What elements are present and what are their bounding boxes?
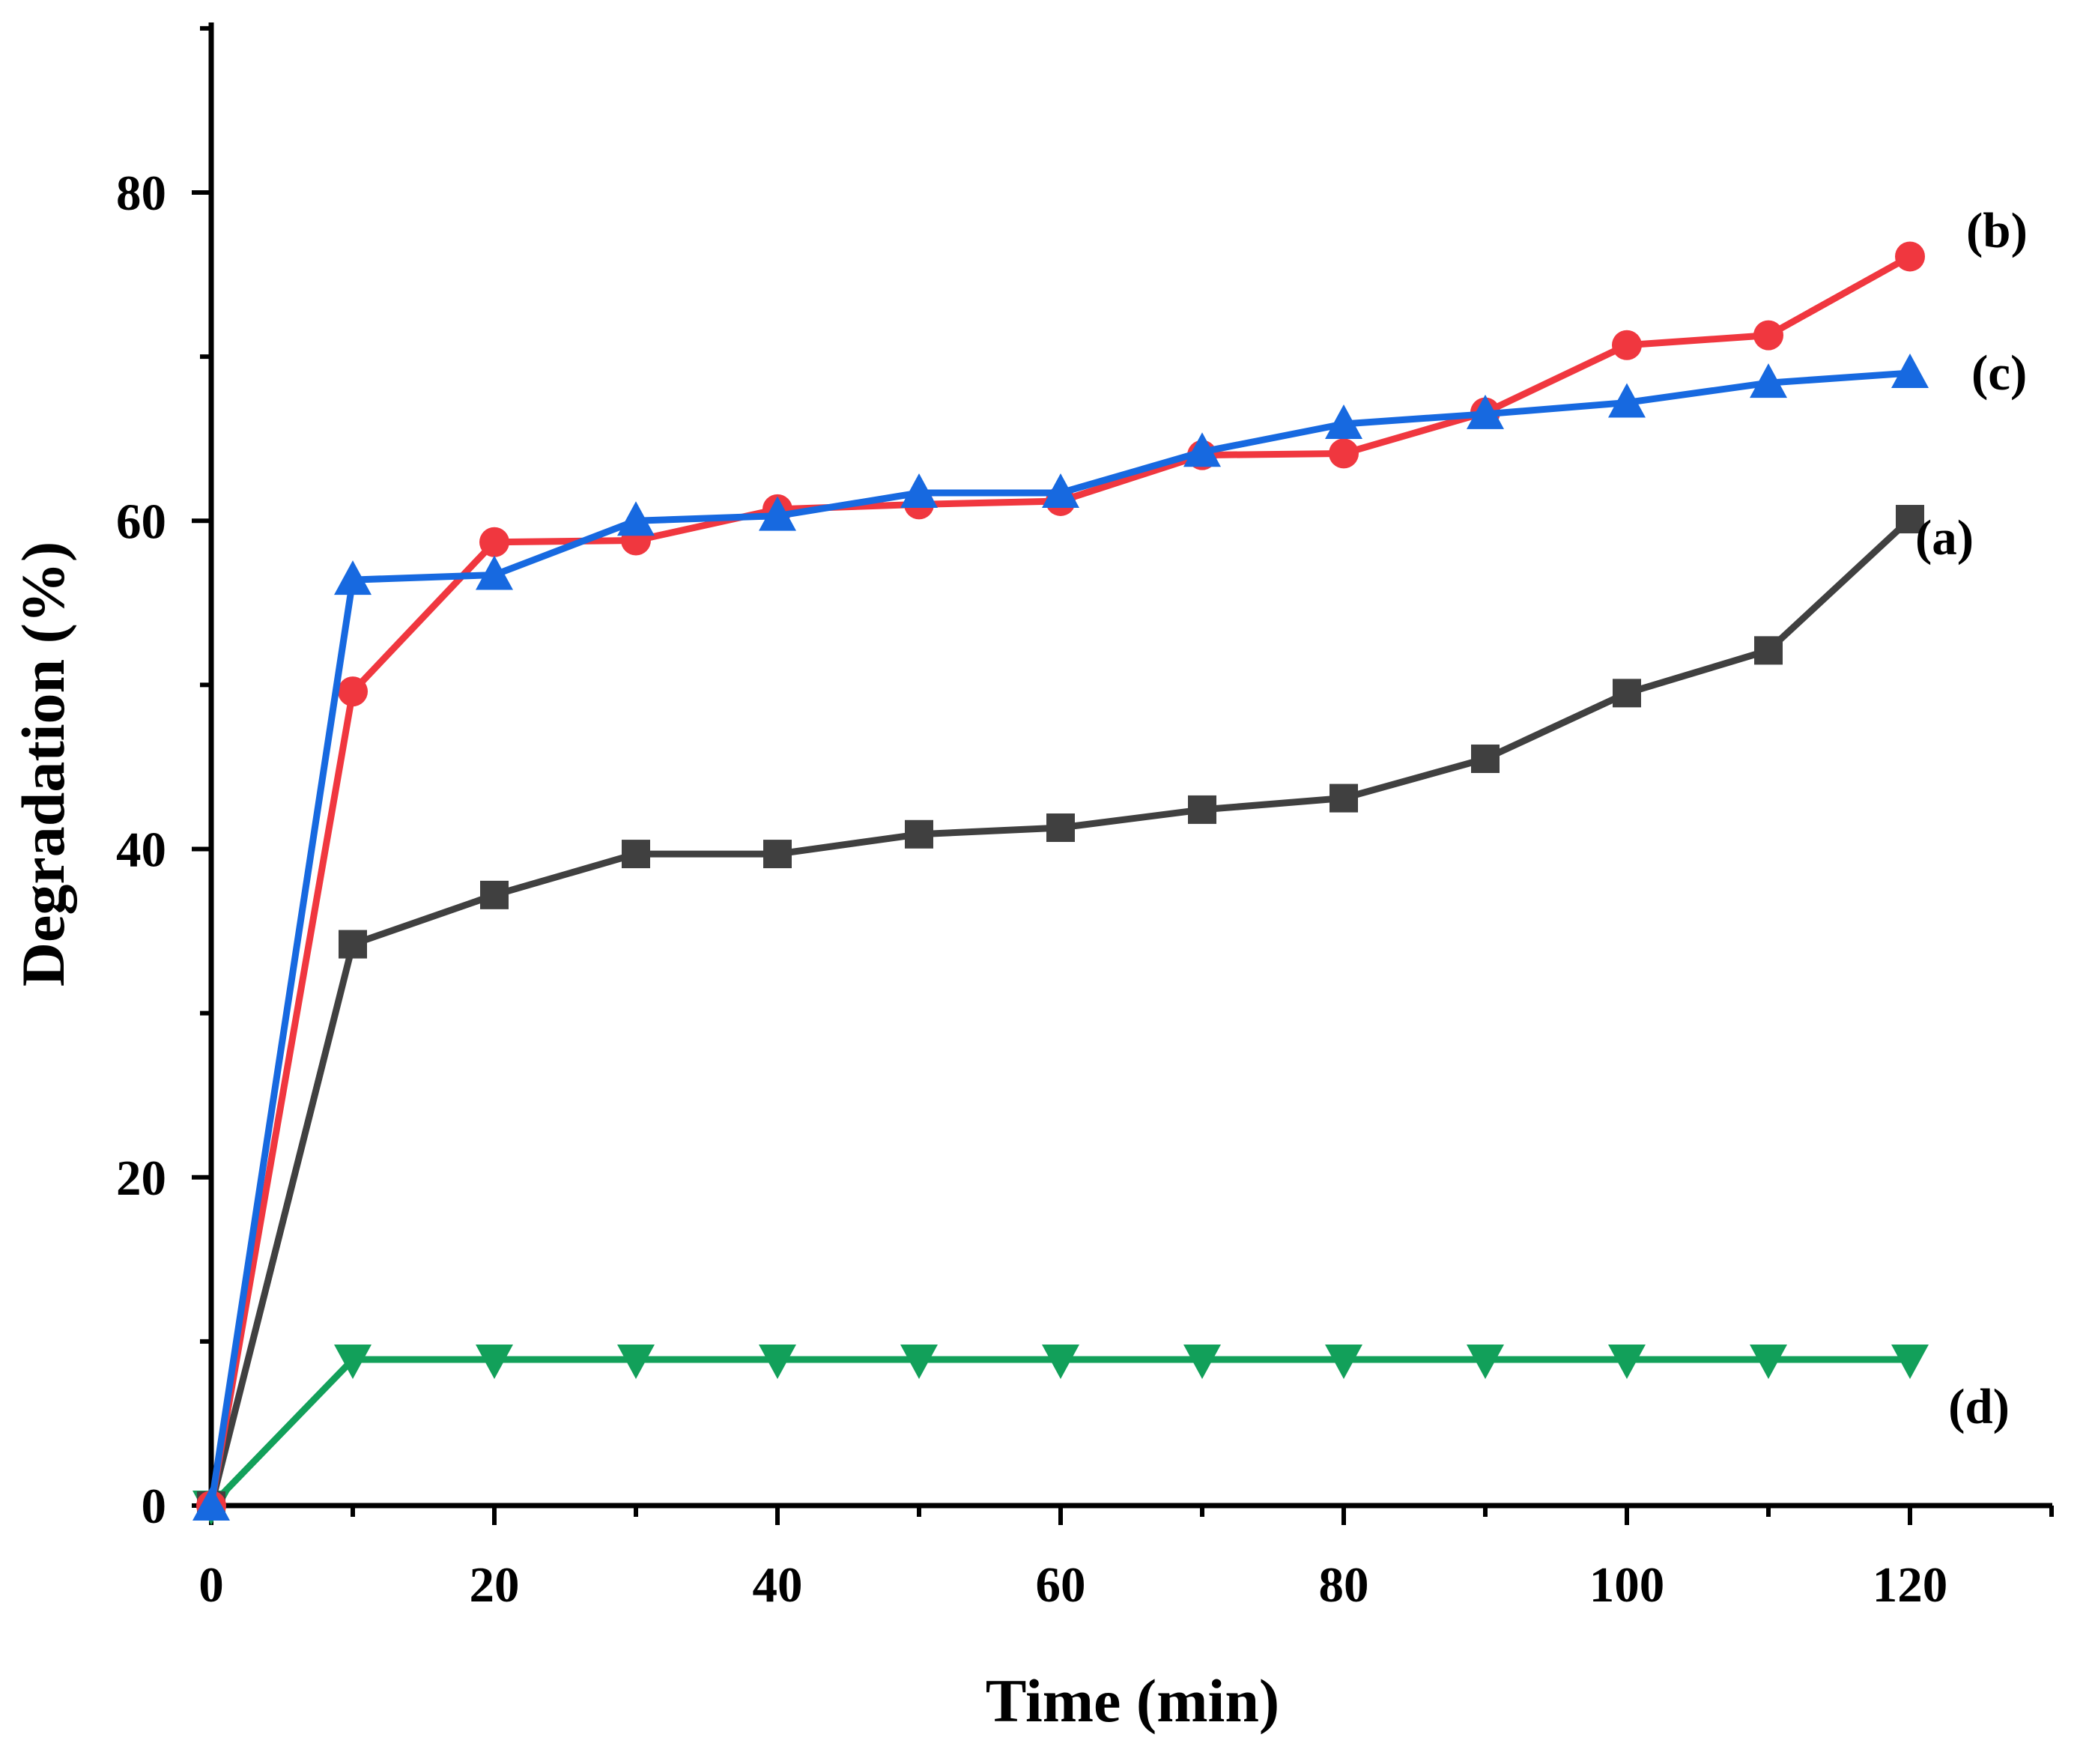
data-point-triangle-down <box>476 1344 513 1379</box>
data-point-triangle-down <box>1467 1344 1504 1379</box>
data-point-square <box>1330 784 1358 813</box>
y-axis-title: Degradation (%) <box>9 542 77 986</box>
data-point-triangle-up <box>192 1486 230 1521</box>
y-tick-label: 40 <box>116 822 166 878</box>
data-point-circle <box>338 676 368 707</box>
x-tick-label: 80 <box>1319 1557 1369 1613</box>
y-tick-label: 0 <box>142 1479 167 1534</box>
data-point-square <box>1613 679 1641 708</box>
x-tick-label: 60 <box>1036 1557 1086 1613</box>
data-point-square <box>1188 795 1216 824</box>
data-point-triangle-up <box>1183 432 1221 467</box>
x-tick-label: 40 <box>753 1557 803 1613</box>
data-point-square <box>1471 744 1500 773</box>
series-label-c: (c) <box>1971 345 2027 401</box>
data-point-triangle-down <box>334 1344 372 1379</box>
y-tick-label: 80 <box>116 166 166 221</box>
axes <box>192 22 2054 1525</box>
data-point-triangle-up <box>1891 354 1929 389</box>
series-a <box>197 505 1924 1520</box>
data-point-square <box>1896 505 1924 534</box>
series-line <box>207 369 1911 1506</box>
data-point-square <box>1046 813 1075 843</box>
data-point-triangle-up <box>476 555 513 590</box>
data-point-triangle-up <box>759 496 796 531</box>
series-group <box>192 241 1929 1525</box>
data-point-triangle-down <box>617 1344 655 1379</box>
y-tick-label: 60 <box>116 494 166 549</box>
data-point-square <box>763 840 792 869</box>
series-label-a: (a) <box>1915 510 1974 566</box>
data-point-circle <box>1329 438 1359 469</box>
x-tick-label: 0 <box>198 1557 224 1613</box>
x-tick-label: 100 <box>1589 1557 1665 1613</box>
series-label-b: (b) <box>1966 203 2028 258</box>
data-point-circle <box>1753 320 1783 351</box>
data-point-triangle-up <box>1325 404 1362 439</box>
x-tick-label: 120 <box>1873 1557 1948 1613</box>
data-point-circle <box>1895 241 1925 272</box>
data-point-triangle-up <box>900 473 938 508</box>
series-c <box>192 354 1929 1521</box>
data-point-square <box>905 819 933 849</box>
data-point-triangle-up <box>1608 383 1646 418</box>
labels: 0 20 40 60 80 100 120 0 20 40 60 80 Time (min) Degrad… <box>9 166 2028 1735</box>
data-point-square <box>1754 636 1783 665</box>
y-tick-label: 20 <box>116 1151 166 1206</box>
data-point-triangle-down <box>1042 1344 1079 1379</box>
data-point-circle <box>1612 330 1642 360</box>
data-point-circle <box>479 527 509 557</box>
data-point-square <box>622 840 650 869</box>
data-point-triangle-up <box>1750 363 1787 398</box>
data-point-triangle-down <box>1608 1344 1646 1379</box>
data-point-triangle-down <box>759 1344 796 1379</box>
data-point-triangle-down <box>1325 1344 1362 1379</box>
data-point-square <box>480 880 509 909</box>
series-line <box>208 1356 1910 1509</box>
x-tick-label: 20 <box>470 1557 520 1613</box>
data-point-triangle-up <box>1042 473 1079 508</box>
series-line <box>207 253 1912 1506</box>
x-axis-title: Time (min) <box>986 1667 1280 1735</box>
data-point-triangle-up <box>617 501 655 536</box>
data-point-triangle-down <box>1750 1344 1787 1379</box>
data-point-triangle-up <box>1467 394 1504 429</box>
data-point-triangle-down <box>900 1344 938 1379</box>
series-label-d: (d) <box>1948 1379 2010 1434</box>
series-d <box>192 1344 1929 1525</box>
data-point-triangle-up <box>334 560 372 595</box>
series-b <box>196 241 1925 1521</box>
data-point-triangle-down <box>1183 1344 1221 1379</box>
data-point-square <box>339 930 367 959</box>
data-point-triangle-down <box>1891 1344 1929 1379</box>
